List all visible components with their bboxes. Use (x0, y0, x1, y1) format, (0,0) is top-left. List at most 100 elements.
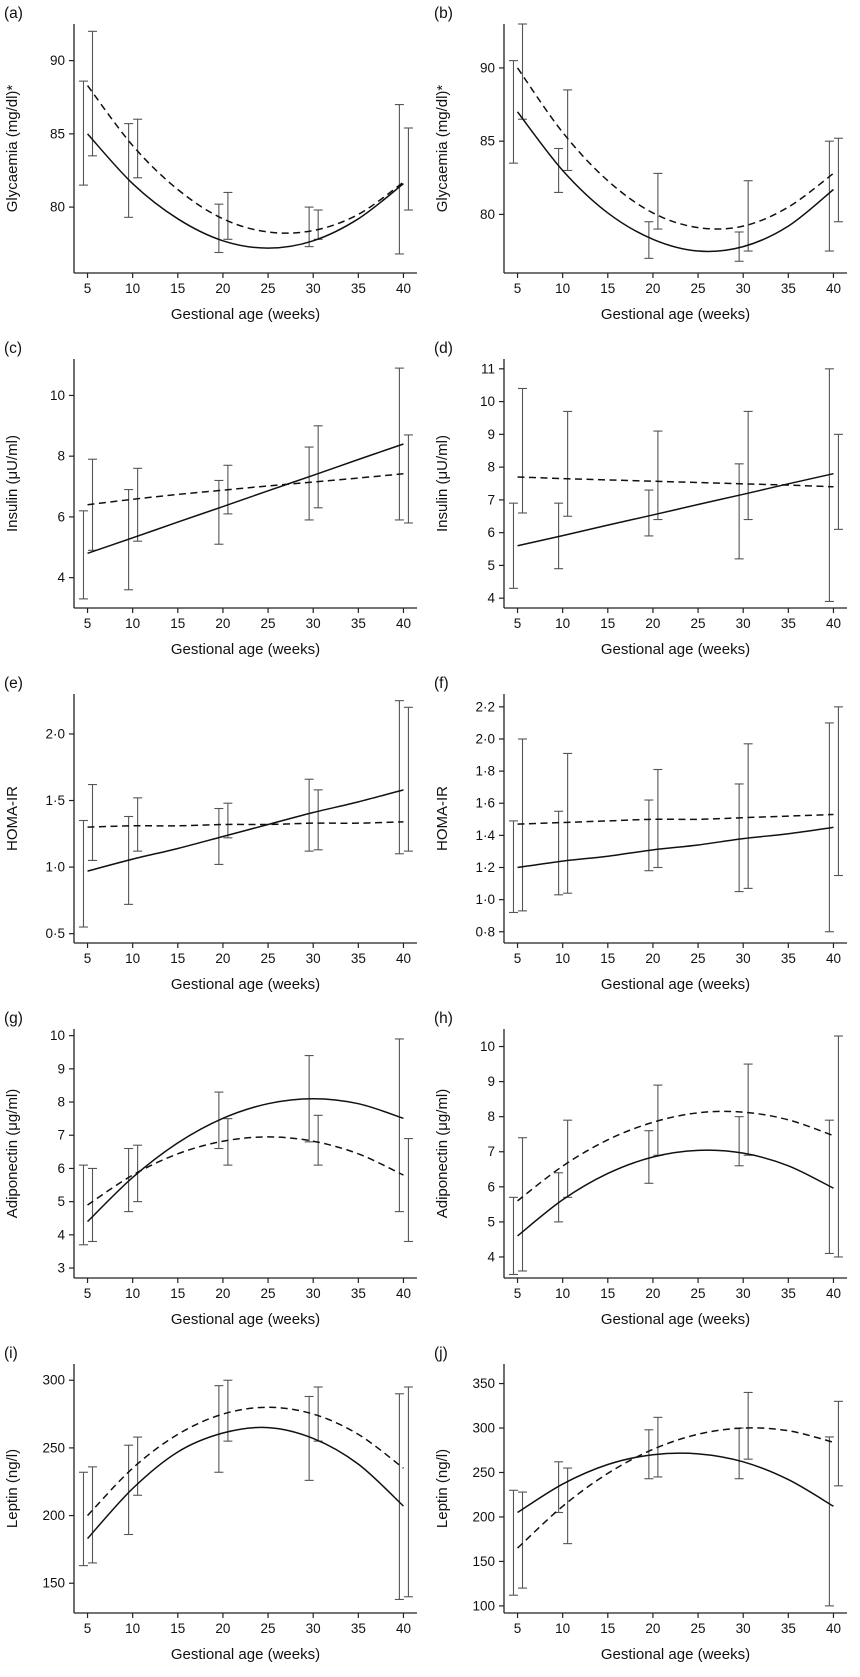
x-tick-label: 5 (84, 281, 92, 296)
x-tick-label: 25 (691, 281, 706, 296)
panel-i: 5 10 15 20 25 30 35 40 150 200 250 300 (i) Leptin (ng… (0, 1340, 430, 1675)
x-tick-label: 40 (396, 616, 411, 631)
y-tick-label: 10 (480, 394, 495, 409)
y-axis-title: Insulin (μU/ml) (4, 435, 21, 532)
x-axis-title: Gestional age (weeks) (601, 1311, 750, 1328)
panel-f: 5 10 15 20 25 30 35 40 0·8 1·0 1·2 1·4 1·6 1·8 2·0 2·2 (… (430, 670, 860, 1005)
x-tick-label: 20 (645, 951, 660, 966)
y-tick-label: 5 (57, 1194, 65, 1209)
y-tick-label: 80 (480, 207, 495, 222)
x-tick-label: 40 (826, 1621, 841, 1636)
y-tick-label: 1·4 (475, 828, 495, 843)
curve-dashed (87, 821, 404, 828)
panel-e: 5 10 15 20 25 30 35 40 0·5 1·0 1·5 2·0 (e) HOMA-IR Ges… (0, 670, 430, 1005)
y-tick-label: 4 (487, 1249, 495, 1264)
x-tick-label: 30 (306, 1286, 321, 1301)
y-tick-label: 1·6 (475, 796, 495, 811)
x-tick-label: 35 (781, 1286, 796, 1301)
y-tick-label: 10 (50, 1028, 65, 1043)
x-tick-label: 30 (736, 1286, 751, 1301)
axes (503, 1364, 847, 1614)
panel-h: 5 10 15 20 25 30 35 40 4 5 6 7 8 9 10 (h) Adiponectin (μ… (430, 1005, 860, 1340)
y-tick-label: 300 (42, 1373, 65, 1388)
error-bars-dashed (518, 387, 843, 530)
curve-dashed (87, 1136, 404, 1206)
y-tick-label: 200 (42, 1508, 65, 1523)
x-tick-label: 25 (261, 951, 276, 966)
error-bars-solid (78, 367, 404, 600)
x-tick-label: 10 (555, 1286, 570, 1301)
chart-a: 5 10 15 20 25 30 35 40 80 85 90 (a) Glycaemia (mg/dl… (4, 5, 417, 323)
x-tick-label: 20 (215, 281, 230, 296)
y-tick-label: 3 (57, 1261, 65, 1276)
plot-area (78, 1379, 413, 1601)
curve-dashed (516, 67, 834, 230)
panel-label: (i) (4, 1345, 18, 1362)
y-axis-title: HOMA-IR (434, 786, 451, 851)
panel-j: 5 10 15 20 25 30 35 40 100 150 200 250 300 350 (j) Lept… (430, 1340, 860, 1675)
chart-i: 5 10 15 20 25 30 35 40 150 200 250 300 (i) Leptin (ng… (4, 1345, 417, 1663)
x-tick-label: 30 (736, 951, 751, 966)
x-tick-label: 10 (125, 1286, 140, 1301)
x-tick-label: 15 (600, 1621, 615, 1636)
curve-solid (86, 133, 404, 249)
y-tick-label: 100 (472, 1598, 495, 1613)
x-tick-label: 20 (215, 951, 230, 966)
y-tick-label: 85 (50, 126, 65, 141)
curve-solid (516, 111, 834, 253)
chart-b: 5 10 15 20 25 30 35 40 80 85 90 (b) Glycaemia (mg/dl… (434, 5, 847, 323)
x-tick-label: 35 (781, 281, 796, 296)
x-tick-label: 5 (514, 616, 522, 631)
y-axis-title: Adiponectin (μg/ml) (434, 1089, 451, 1219)
x-tick-label: 20 (215, 616, 230, 631)
y-axis-title: Leptin (ng/l) (4, 1449, 21, 1528)
y-tick-label: 6 (57, 509, 65, 524)
y-tick-label: 8 (487, 1109, 495, 1124)
x-tick-label: 15 (600, 616, 615, 631)
axes (73, 359, 417, 609)
plot-area (78, 700, 413, 928)
panel-label: (j) (434, 1345, 448, 1362)
y-axis-title: Insulin (μU/ml) (434, 435, 451, 532)
x-tick-label: 5 (84, 616, 92, 631)
y-axis-title: Glycaemia (mg/dl)* (4, 85, 21, 213)
curve-solid (517, 1452, 834, 1514)
curve-solid (517, 1149, 834, 1237)
x-tick-label: 25 (261, 1286, 276, 1301)
panel-label: (d) (434, 340, 453, 357)
x-tick-label: 5 (514, 1621, 522, 1636)
y-tick-label: 80 (50, 200, 65, 215)
error-bars-solid (508, 1427, 834, 1607)
x-tick-label: 40 (826, 951, 841, 966)
y-tick-label: 250 (42, 1440, 65, 1455)
x-tick-label: 30 (736, 616, 751, 631)
curve-dashed (517, 1110, 834, 1202)
axes (503, 359, 847, 609)
y-tick-label: 1·0 (475, 892, 495, 907)
y-tick-label: 9 (487, 427, 495, 442)
y-tick-label: 1·5 (45, 793, 65, 808)
x-tick-label: 20 (645, 1286, 660, 1301)
error-bars-solid (508, 368, 834, 602)
curve-solid (87, 789, 404, 872)
axes (503, 24, 847, 274)
x-axis-title: Gestional age (weeks) (171, 976, 320, 993)
x-tick-label: 25 (261, 281, 276, 296)
panel-label: (f) (434, 675, 449, 692)
panel-label: (h) (434, 1010, 453, 1027)
x-tick-label: 35 (351, 281, 366, 296)
panel-label: (g) (4, 1010, 23, 1027)
curve-dashed (86, 1406, 404, 1517)
y-tick-label: 6 (487, 1179, 495, 1194)
y-tick-label: 8 (487, 460, 495, 475)
plot-area (508, 1391, 843, 1607)
error-bars-dashed (88, 706, 413, 861)
y-tick-label: 85 (480, 134, 495, 149)
x-tick-label: 40 (396, 951, 411, 966)
y-tick-label: 150 (42, 1576, 65, 1591)
y-tick-label: 90 (480, 60, 495, 75)
x-tick-label: 5 (84, 1621, 92, 1636)
x-tick-label: 30 (736, 1621, 751, 1636)
